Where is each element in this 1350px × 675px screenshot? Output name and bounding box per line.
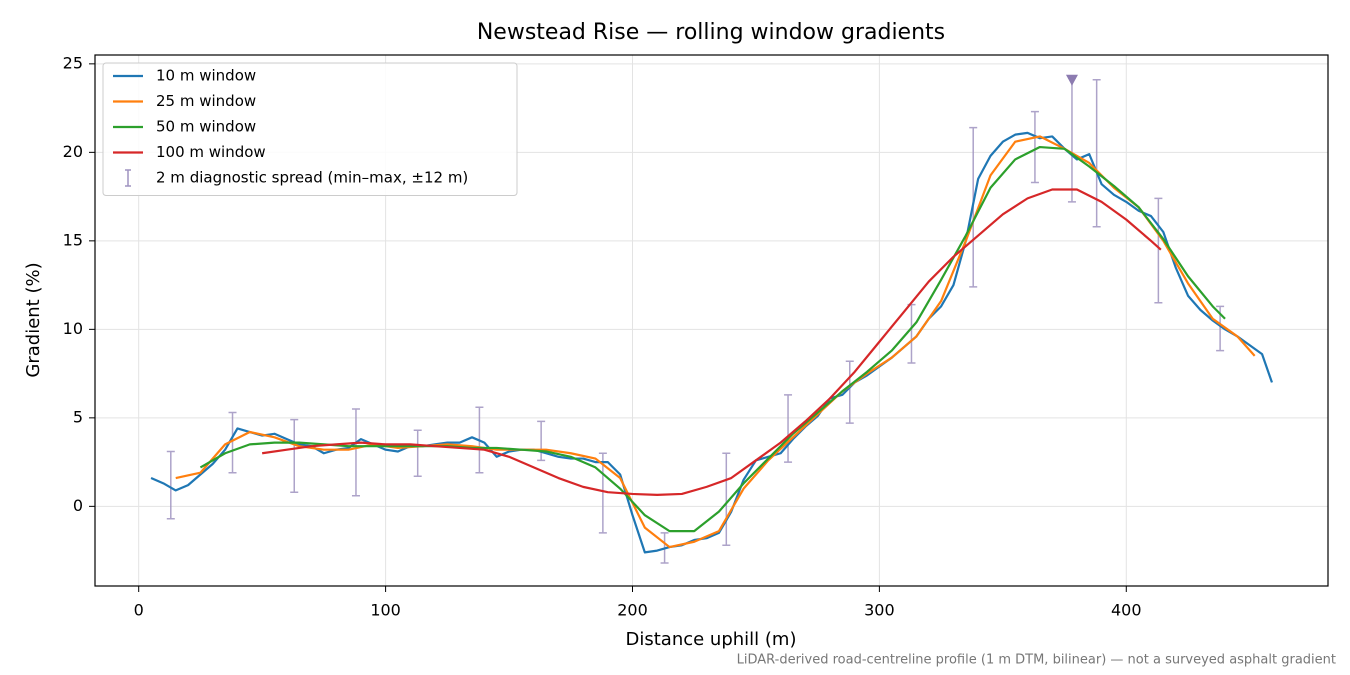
legend-label: 100 m window — [156, 143, 266, 161]
y-tick-label: 5 — [73, 407, 83, 426]
error-bar — [784, 394, 793, 463]
y-tick-label: 25 — [63, 53, 83, 72]
error-bar — [598, 452, 607, 534]
error-bar — [1067, 77, 1076, 203]
legend-label: 2 m diagnostic spread (min–max, ±12 m) — [156, 169, 468, 187]
x-tick-label: 300 — [864, 601, 895, 620]
error-bar — [228, 411, 237, 474]
series-line — [199, 145, 1226, 533]
series-line — [175, 135, 1256, 549]
legend-label: 10 m window — [156, 67, 256, 85]
plot-frame — [94, 54, 1329, 587]
legend-swatch — [125, 169, 131, 187]
y-tick-label: 15 — [63, 230, 83, 249]
x-tick-label: 200 — [617, 601, 648, 620]
y-tick-label: 20 — [63, 142, 83, 161]
y-axis-label: Gradient (%) — [23, 262, 44, 377]
error-bar — [351, 408, 360, 497]
error-bar — [1030, 110, 1039, 184]
y-tick-label: 10 — [63, 319, 83, 338]
legend-box — [102, 62, 518, 196]
error-bar — [1092, 79, 1101, 228]
footnote: LiDAR-derived road-centreline profile (1… — [737, 653, 1336, 668]
x-tick-label: 0 — [134, 601, 144, 620]
error-bar — [1154, 197, 1163, 304]
legend-label: 50 m window — [156, 118, 256, 136]
x-tick-label: 400 — [1111, 601, 1142, 620]
legend-label: 25 m window — [156, 92, 256, 110]
error-bar — [907, 303, 916, 364]
series-line — [261, 188, 1162, 496]
x-tick-label: 100 — [370, 601, 401, 620]
error-bar — [413, 429, 422, 478]
x-axis-label: Distance uphill (m) — [626, 629, 797, 650]
y-tick-label: 0 — [73, 496, 83, 515]
marker — [1065, 74, 1078, 86]
error-bar — [537, 420, 546, 462]
error-bar — [166, 450, 175, 520]
chart-title: Newstead Rise — rolling window gradients — [477, 20, 945, 45]
error-bar — [722, 452, 731, 547]
error-bar — [290, 418, 299, 493]
error-bar — [845, 360, 854, 424]
